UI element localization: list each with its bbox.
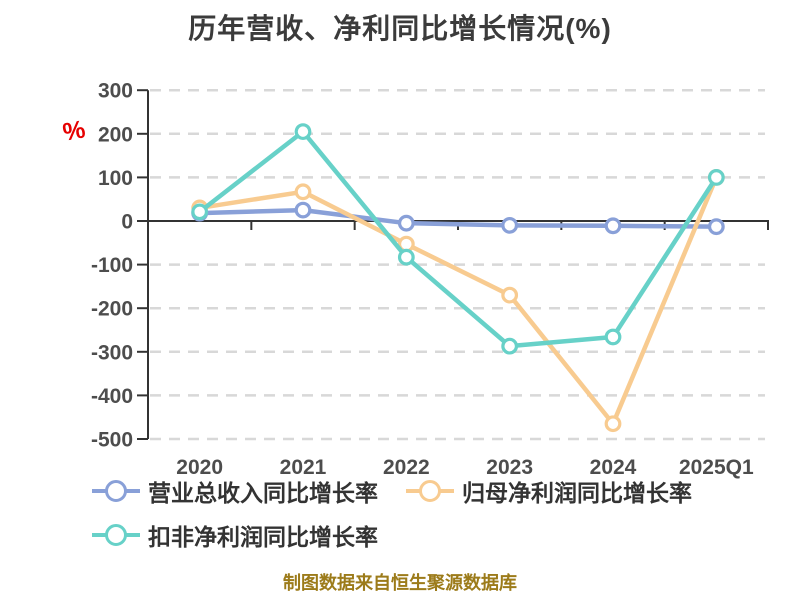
series-line-0 [197,207,719,229]
source-caption: 制图数据来自恒生聚源数据库 [283,573,517,593]
x-tick-label-2024: 2024 [590,456,637,479]
x-tick-label-2023: 2023 [486,456,533,479]
data-point-2024-series-0 [604,217,622,235]
data-point-2023-series-2 [501,337,519,355]
x-tick-label-2025Q1: 2025Q1 [679,456,754,479]
data-point-2022-series-2 [397,248,415,266]
data-point-2025Q1-series-2 [707,168,725,186]
x-tick-label-2021: 2021 [280,456,327,479]
legend-label-non-recurring-profit-growth: 扣非净利润同比增长率 [148,524,378,550]
y-tick-label--300: -300 [91,341,133,364]
data-point-2022-series-0 [397,214,415,232]
y-tick-label-200: 200 [98,123,133,146]
legend-label-net-profit-growth: 归母净利润同比增长率 [462,480,692,506]
data-point-2021-series-0 [294,201,312,219]
legend-item-net-profit-growth: 归母净利润同比增长率 [406,474,692,508]
y-tick-label--200: -200 [91,298,133,321]
legend-line-circle-icon [406,480,454,502]
y-tick-label-300: 300 [98,80,133,103]
series-line-2 [197,129,719,349]
data-point-2020-series-2 [191,203,209,221]
x-tick-label-2020: 2020 [176,456,223,479]
x-tick-label-2022: 2022 [383,456,430,479]
data-point-2025Q1-series-0 [707,218,725,236]
legend-line-circle-icon [92,524,140,546]
data-point-2021-series-2 [294,123,312,141]
legend-line-circle-icon [92,480,140,502]
y-tick-label--500: -500 [91,429,133,452]
chart-legend-row-1: 营业总收入同比增长率 归母净利润同比增长率 [92,474,692,508]
data-point-2023-series-0 [501,216,519,234]
series-line-1 [197,175,719,426]
legend-item-non-recurring-profit-growth: 扣非净利润同比增长率 [92,518,378,552]
data-point-2024-series-2 [604,328,622,346]
data-point-2021-series-1 [294,183,312,201]
y-tick-label-0: 0 [121,211,133,234]
chart-title: 历年营收、净利同比增长情况(%) [188,13,612,44]
legend-item-revenue-growth: 营业总收入同比增长率 [92,474,378,508]
y-tick-label--400: -400 [91,385,133,408]
legend-label-revenue-growth: 营业总收入同比增长率 [148,480,378,506]
data-point-2024-series-1 [604,415,622,433]
y-tick-label--100: -100 [91,254,133,277]
chart-legend-row-2: 扣非净利润同比增长率 [92,518,378,552]
y-tick-label-100: 100 [98,167,133,190]
data-point-2023-series-1 [501,286,519,304]
